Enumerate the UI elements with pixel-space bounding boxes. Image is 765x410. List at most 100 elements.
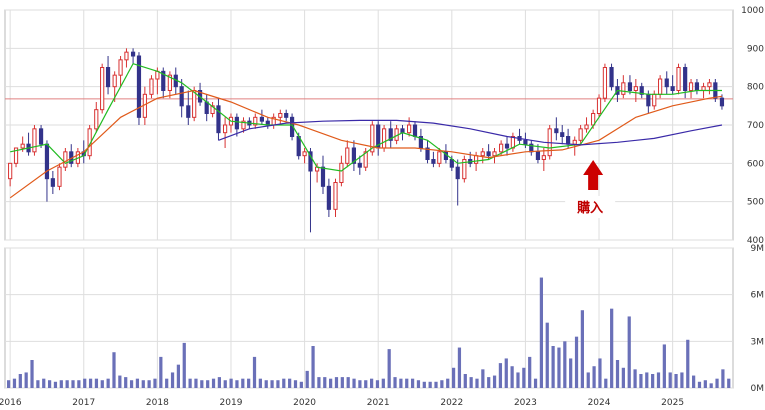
candle-body	[609, 67, 614, 88]
volume-tick-label: 0M	[751, 384, 765, 394]
candle-body	[284, 113, 289, 118]
x-tick-label: 2021	[367, 398, 390, 408]
volume-bar	[399, 378, 403, 388]
candle-body	[676, 67, 681, 91]
candle-body	[20, 143, 25, 149]
volume-bar	[329, 378, 333, 388]
volume-bar	[574, 336, 579, 388]
candle-body	[136, 55, 142, 118]
volume-bar	[469, 377, 473, 388]
volume-bar	[668, 372, 672, 388]
candle-body	[118, 59, 123, 76]
volume-bar	[340, 377, 344, 388]
candle-body	[425, 147, 430, 160]
volume-bar	[545, 322, 549, 388]
volume-bar	[393, 377, 397, 388]
volume-bar	[621, 367, 625, 388]
candle-body	[688, 82, 694, 92]
volume-bar	[352, 378, 356, 388]
volume-bar	[217, 377, 221, 388]
volume-bar	[551, 346, 555, 388]
volume-bar	[569, 358, 573, 388]
x-tick-label: 2022	[440, 398, 463, 408]
volume-bar	[627, 316, 631, 388]
candle-body	[222, 124, 228, 134]
volume-bar	[387, 349, 391, 388]
candle-body	[155, 70, 160, 80]
price-tick-label: 700	[747, 121, 764, 131]
candle-body	[308, 151, 313, 172]
candle-body	[253, 116, 258, 126]
price-panel: 1000 900 800 700 600 500 400 購入	[4, 6, 764, 246]
candle-body	[296, 136, 301, 157]
candle-body	[566, 136, 571, 145]
buy-annotation: 購入	[565, 160, 616, 218]
candle-body	[449, 159, 454, 168]
volume-bar	[686, 339, 690, 388]
candle-body	[278, 113, 283, 118]
candle-body	[664, 78, 669, 88]
volume-bar	[7, 380, 11, 388]
candle-body	[633, 86, 638, 91]
moving-average-line-2	[9, 89, 723, 199]
candle-body	[167, 74, 172, 91]
volume-bar	[721, 369, 725, 388]
volume-bar	[65, 380, 69, 388]
price-tick-label: 1000	[741, 6, 764, 16]
candle-body	[192, 90, 197, 118]
volume-bar	[24, 372, 28, 388]
candle-body	[112, 74, 117, 88]
candle-body	[627, 82, 633, 92]
candle-body	[204, 101, 209, 114]
volume-bar	[592, 366, 596, 388]
volume-bar	[475, 378, 479, 388]
volume-bar	[252, 356, 257, 388]
candle-body	[560, 132, 565, 138]
volume-bar	[440, 380, 444, 388]
volume-bar	[165, 378, 169, 388]
volume-bar	[416, 380, 421, 388]
buy-arrow	[583, 160, 604, 190]
volume-bar	[188, 378, 192, 388]
volume-bar	[200, 380, 204, 388]
candle-body	[621, 82, 626, 95]
volume-bar	[235, 380, 239, 388]
volume-bar	[522, 367, 526, 388]
volume-bar	[206, 380, 210, 388]
candle-body	[161, 70, 166, 92]
x-tick-label: 2025	[661, 398, 684, 408]
volume-bar	[176, 364, 181, 388]
volume-bar	[633, 369, 637, 388]
volume-bar	[83, 378, 87, 388]
candle-body	[462, 159, 467, 180]
candle-body	[216, 105, 221, 134]
candle-body	[719, 97, 725, 107]
volume-bar	[211, 378, 216, 388]
x-tick-label: 2020	[293, 398, 316, 408]
volume-bar	[639, 374, 643, 388]
volume-bar	[563, 341, 567, 388]
volume-bar	[610, 308, 614, 388]
volume-bar	[528, 356, 532, 388]
volume-bar	[457, 347, 462, 388]
candle-body	[683, 67, 688, 91]
candle-body	[13, 147, 19, 164]
volume-bar	[106, 378, 110, 388]
candle-body	[351, 147, 357, 164]
candle-body	[130, 51, 136, 57]
volume-bar	[135, 378, 140, 388]
candle-body	[480, 151, 485, 157]
volume-bar	[446, 378, 450, 388]
volume-bar	[36, 380, 40, 388]
volume-bar	[12, 378, 17, 388]
candle-body	[370, 124, 375, 153]
candle-body	[492, 151, 497, 157]
volume-bar	[59, 380, 63, 388]
candle-body	[339, 162, 344, 183]
candle-body	[407, 124, 412, 134]
volume-bar	[533, 378, 538, 388]
volume-bar	[129, 380, 134, 388]
candle-body	[241, 120, 246, 130]
volume-bar	[492, 375, 497, 388]
buy-label-background	[565, 196, 616, 218]
